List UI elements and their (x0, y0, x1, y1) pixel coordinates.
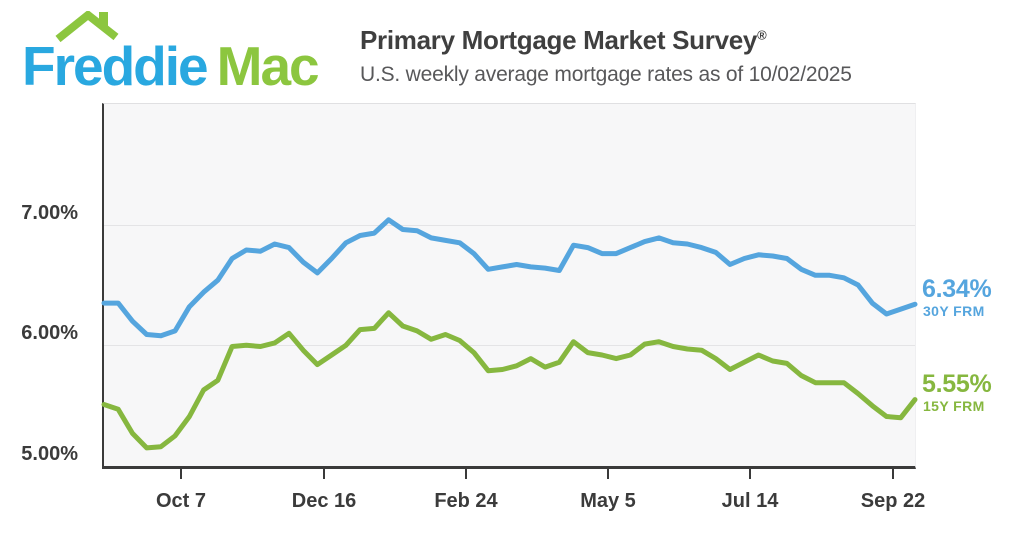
title-block: Primary Mortgage Market Survey® U.S. wee… (360, 25, 852, 87)
x-axis-label-oct-7: Oct 7 (155, 490, 207, 512)
page-title-text: Primary Mortgage Market Survey (360, 25, 758, 55)
x-axis-label-feb-24: Feb 24 (434, 490, 498, 512)
x-axis-label-jul-14: Jul 14 (721, 490, 779, 512)
x-axis-tick-jul-14 (749, 468, 751, 479)
callout-label-15y: 15Y FRM (923, 398, 985, 414)
logo-word-freddie: Freddie (22, 35, 209, 97)
gridline-7.00% (104, 224, 915, 226)
freddie-mac-logo: Freddie Mac (22, 34, 320, 98)
house-roof-icon (55, 11, 119, 43)
x-axis-tick-may-5 (607, 468, 609, 479)
x-axis-tick-oct-7 (180, 468, 182, 479)
x-axis-label-dec-16: Dec 16 (291, 490, 357, 512)
x-axis-label-sep-22: Sep 22 (860, 490, 926, 512)
page-subtitle: U.S. weekly average mortgage rates as of… (360, 63, 852, 86)
gridline-6.00% (104, 345, 915, 347)
line-30y-frm (101, 217, 918, 339)
chart-lines-svg (101, 217, 918, 451)
callout-rate-15y: 5.55% (922, 370, 992, 398)
y-axis-label-7.00%: 7.00% (21, 202, 78, 224)
logo-word-mac: Mac (216, 35, 320, 97)
x-axis-tick-dec-16 (323, 468, 325, 479)
page-title: Primary Mortgage Market Survey® (360, 25, 852, 56)
x-axis-tick-sep-22 (892, 468, 894, 479)
x-axis-tick-feb-24 (465, 468, 467, 479)
registered-mark: ® (757, 27, 767, 43)
line-15y-frm (101, 310, 918, 451)
callout-label-30y: 30Y FRM (923, 303, 985, 319)
y-axis-label-5.00%: 5.00% (21, 443, 78, 465)
plot-area (101, 103, 918, 469)
y-axis-label-6.00%: 6.00% (21, 322, 78, 344)
x-axis-label-may-5: May 5 (580, 490, 636, 512)
callout-rate-30y: 6.34% (922, 275, 992, 303)
